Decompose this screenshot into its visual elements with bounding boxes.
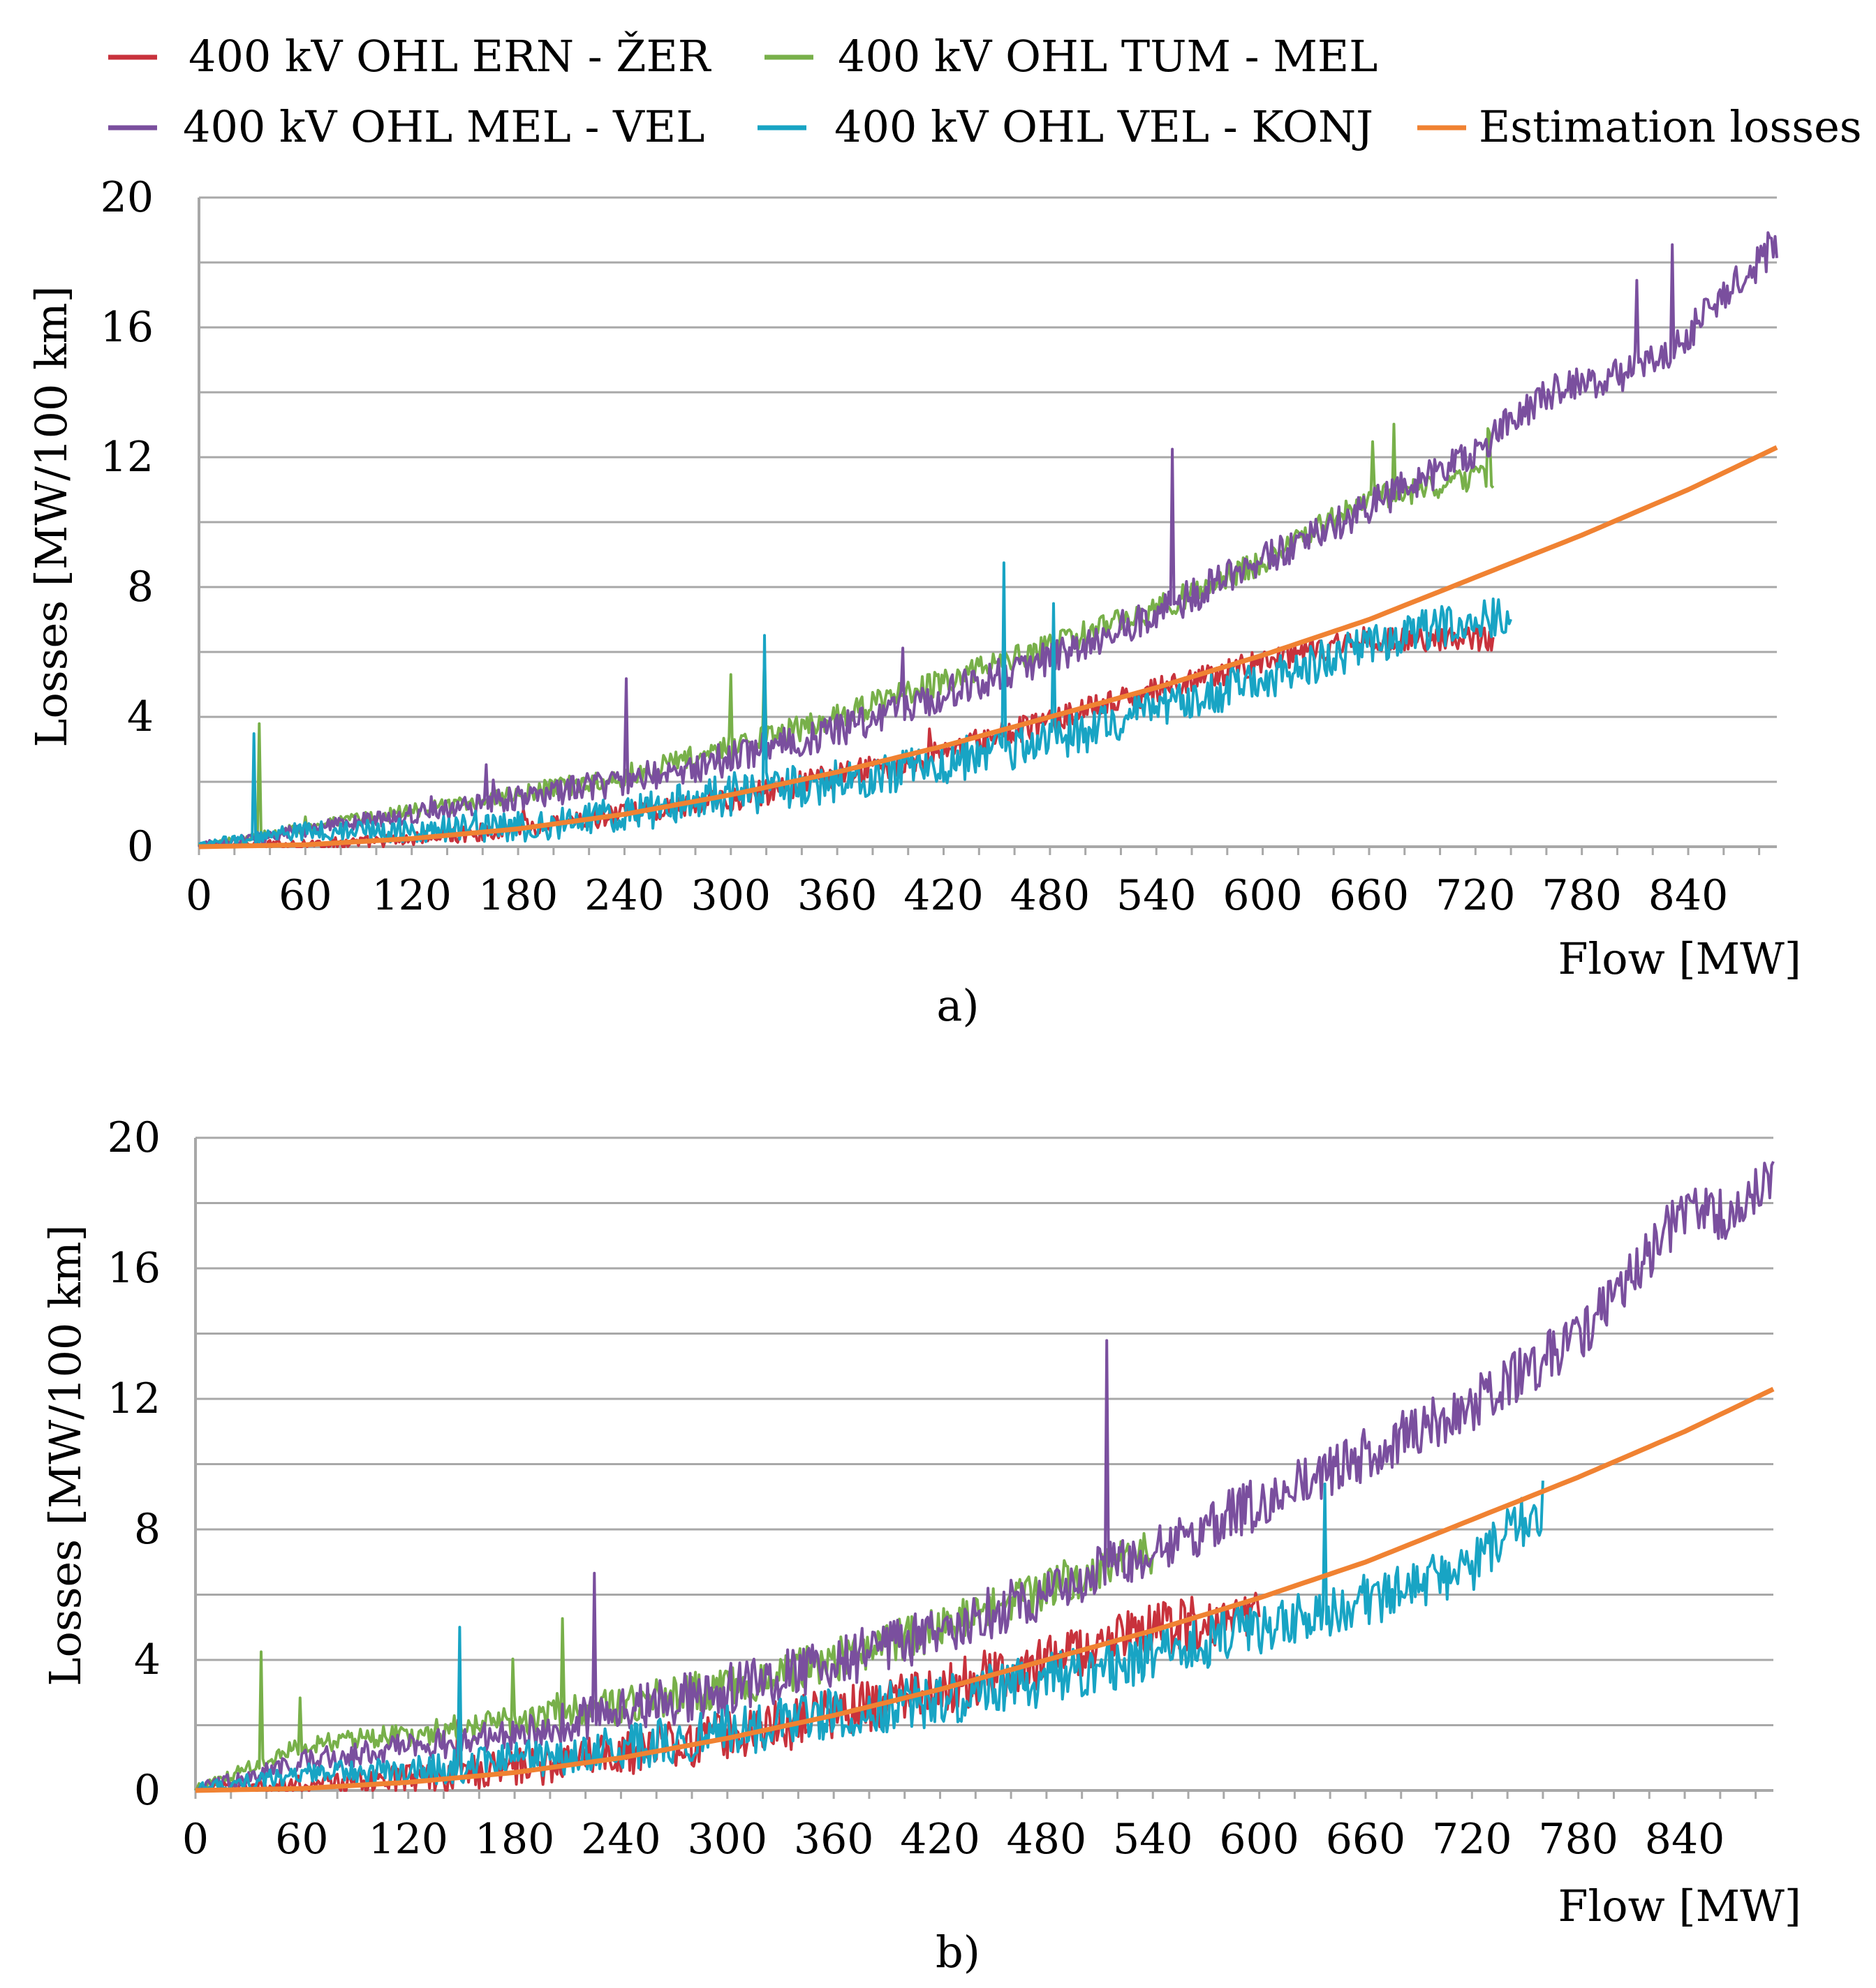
series-line-tum-mel xyxy=(194,1531,1155,1792)
x-tick-label: 420 xyxy=(903,871,984,920)
legend-label-vel-konj: 400 kV OHL VEL - KONJ xyxy=(834,101,1373,152)
legend: 400 kV OHL ERN - ŽER 400 kV OHL TUM - ME… xyxy=(108,31,1862,152)
x-tick-label: 240 xyxy=(584,871,665,920)
x-tick-label: 0 xyxy=(182,1815,209,1864)
x-tick-label: 840 xyxy=(1645,1815,1725,1864)
legend-label-tum-mel: 400 kV OHL TUM - MEL xyxy=(838,31,1378,82)
legend-label-mel-vel: 400 kV OHL MEL - VEL xyxy=(183,101,704,152)
y-tick-labels: 0 4 8 12 16 20 xyxy=(108,1113,161,1815)
x-tick-labels: 0 60 120 180 240 300 360 420 480 540 600 660 720 780 8… xyxy=(186,871,1728,920)
x-tick-label: 480 xyxy=(1010,871,1091,920)
x-tick-label: 600 xyxy=(1223,871,1303,920)
y-tick-label: 20 xyxy=(108,1113,161,1162)
y-tick-label: 8 xyxy=(127,563,154,611)
x-tick-label: 300 xyxy=(691,871,771,920)
x-tick-label: 180 xyxy=(478,871,559,920)
x-tick-label: 480 xyxy=(1007,1815,1087,1864)
x-tick-label: 720 xyxy=(1432,1815,1512,1864)
x-tick-label: 720 xyxy=(1435,871,1516,920)
x-tick-label: 0 xyxy=(186,871,212,920)
legend-item-ern-zer: 400 kV OHL ERN - ŽER xyxy=(108,31,712,82)
y-tick-label: 8 xyxy=(134,1505,161,1554)
x-axis-title: Flow [MW] xyxy=(1558,933,1801,984)
x-tick-label: 540 xyxy=(1116,871,1197,920)
x-tick-label: 300 xyxy=(688,1815,768,1864)
x-tick-label: 60 xyxy=(275,1815,328,1864)
series-line-mel-vel xyxy=(198,231,1778,848)
y-axis-title: Losses [MW/100 km] xyxy=(40,1224,91,1686)
x-tick-label: 120 xyxy=(371,871,452,920)
x-tick-label: 780 xyxy=(1542,871,1622,920)
y-tick-label: 4 xyxy=(127,692,154,741)
series-line-estimation xyxy=(198,445,1778,850)
x-tick-label: 120 xyxy=(368,1815,448,1864)
series-line-ern-zer xyxy=(195,1592,1261,1792)
x-tick-label: 660 xyxy=(1326,1815,1406,1864)
legend-label-ern-zer: 400 kV OHL ERN - ŽER xyxy=(189,31,712,82)
x-tick-label: 780 xyxy=(1538,1815,1618,1864)
x-axis-title: Flow [MW] xyxy=(1558,1881,1801,1931)
series-lines xyxy=(194,1161,1775,1793)
x-tick-label: 240 xyxy=(581,1815,661,1864)
series-lines xyxy=(198,231,1778,850)
x-tick-label: 360 xyxy=(794,1815,874,1864)
series-line-vel-konj xyxy=(195,1481,1544,1792)
chart-panel-a: 0 4 8 12 16 20 0 60 120 180 240 300 360 420 480 540 600… xyxy=(26,173,1801,1031)
y-tick-label: 20 xyxy=(101,173,154,222)
x-tick-label: 840 xyxy=(1648,871,1729,920)
y-tick-label: 0 xyxy=(127,822,154,871)
x-tick-label: 540 xyxy=(1113,1815,1193,1864)
panel-label: a) xyxy=(936,980,979,1031)
chart-panel-b: 0 4 8 12 16 20 0 60 120 180 240 300 360 420 480 540 600… xyxy=(40,1113,1801,1978)
y-tick-label: 4 xyxy=(134,1635,161,1684)
x-tick-labels: 0 60 120 180 240 300 360 420 480 540 600 660 720 780 8… xyxy=(182,1815,1724,1864)
x-tick-label: 420 xyxy=(900,1815,980,1864)
y-tick-label: 12 xyxy=(108,1374,161,1423)
legend-item-estimation: Estimation losses xyxy=(1417,101,1862,152)
panel-label: b) xyxy=(936,1927,980,1978)
legend-item-tum-mel: 400 kV OHL TUM - MEL xyxy=(765,31,1378,82)
x-tick-label: 660 xyxy=(1329,871,1410,920)
x-tick-label: 360 xyxy=(797,871,878,920)
y-axis-title: Losses [MW/100 km] xyxy=(26,285,77,747)
y-tick-label: 16 xyxy=(108,1244,161,1293)
y-tick-labels: 0 4 8 12 16 20 xyxy=(101,173,154,871)
grid-lines xyxy=(199,196,1777,783)
legend-label-estimation: Estimation losses xyxy=(1479,101,1862,152)
grid-lines xyxy=(195,1136,1773,1726)
legend-item-mel-vel: 400 kV OHL MEL - VEL xyxy=(108,101,704,152)
x-tick-label: 60 xyxy=(279,871,332,920)
y-tick-label: 16 xyxy=(101,303,154,352)
axes xyxy=(194,1138,1773,1799)
x-tick-label: 600 xyxy=(1219,1815,1299,1864)
series-line-estimation xyxy=(195,1386,1775,1793)
axes xyxy=(198,198,1777,855)
y-tick-label: 12 xyxy=(101,433,154,482)
legend-item-vel-konj: 400 kV OHL VEL - KONJ xyxy=(758,101,1373,152)
y-tick-label: 0 xyxy=(134,1766,161,1815)
x-tick-label: 180 xyxy=(475,1815,555,1864)
